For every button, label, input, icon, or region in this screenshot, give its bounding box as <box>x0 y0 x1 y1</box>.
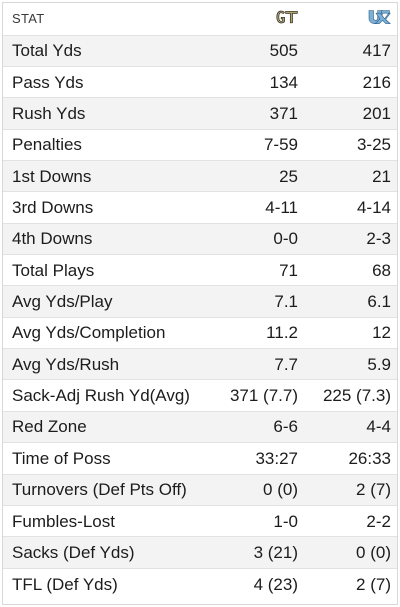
table-row: Sacks (Def Yds) 3 (21) 0 (0) <box>3 536 397 569</box>
team2-stat-value: 2 (7) <box>304 567 397 600</box>
team2-stat-value: 216 <box>304 65 397 98</box>
stat-label: Avg Yds/Completion <box>3 316 209 349</box>
team-stats-table: STAT <box>3 3 397 600</box>
table-row: Fumbles-Lost 1-0 2-2 <box>3 504 397 537</box>
stat-label: Red Zone <box>3 410 209 443</box>
stat-label: Total Plays <box>3 254 209 286</box>
stat-column-header: STAT <box>12 11 45 27</box>
team1-stat-value: 371 (7.7) <box>209 379 304 412</box>
team2-stat-value: 4-4 <box>304 410 397 443</box>
team1-stat-value: 7.1 <box>209 285 304 318</box>
team2-stat-value: 5.9 <box>304 348 397 380</box>
table-row: TFL (Def Yds) 4 (23) 2 (7) <box>3 567 397 600</box>
unc-logo-icon <box>367 9 391 28</box>
team1-stat-value: 371 <box>209 97 304 130</box>
table-row: Avg Yds/Play 7.1 6.1 <box>3 285 397 318</box>
team1-stat-value: 33:27 <box>209 442 304 475</box>
stat-label: Turnovers (Def Pts Off) <box>3 473 209 506</box>
table-row: Pass Yds 134 216 <box>3 65 397 98</box>
stat-label: Time of Poss <box>3 442 209 475</box>
team1-stat-value: 0 (0) <box>209 473 304 506</box>
table-row: Penalties 7-59 3-25 <box>3 128 397 161</box>
team1-stat-value: 4-11 <box>209 191 304 224</box>
team1-stat-value: 3 (21) <box>209 536 304 569</box>
team2-stat-value: 2-2 <box>304 504 397 537</box>
stat-label: Rush Yds <box>3 97 209 130</box>
team2-stat-value: 4-14 <box>304 191 397 224</box>
table-row: Rush Yds 371 201 <box>3 97 397 130</box>
team1-stat-value: 7-59 <box>209 128 304 161</box>
table-row: Avg Yds/Completion 11.2 12 <box>3 316 397 349</box>
team1-stat-value: 6-6 <box>209 410 304 443</box>
table-row: Red Zone 6-6 4-4 <box>3 410 397 443</box>
team1-stat-value: 505 <box>209 34 304 67</box>
stat-label: 1st Downs <box>3 159 209 192</box>
team1-stat-value: 4 (23) <box>209 567 304 600</box>
team2-column-header <box>304 3 397 35</box>
team2-stat-value: 68 <box>304 254 397 286</box>
stat-label: Fumbles-Lost <box>3 504 209 537</box>
team2-stat-value: 6.1 <box>304 285 397 318</box>
team1-stat-value: 71 <box>209 254 304 286</box>
team2-stat-value: 21 <box>304 159 397 192</box>
stat-label: Sacks (Def Yds) <box>3 536 209 569</box>
stat-label: TFL (Def Yds) <box>3 567 209 600</box>
table-row: Sack-Adj Rush Yd(Avg) 371 (7.7) 225 (7.3) <box>3 379 397 412</box>
stat-label: Total Yds <box>3 34 209 67</box>
table-row: 4th Downs 0-0 2-3 <box>3 222 397 255</box>
team2-stat-value: 417 <box>304 34 397 67</box>
stat-label: Avg Yds/Play <box>3 285 209 318</box>
team2-stat-value: 225 (7.3) <box>304 379 397 412</box>
table-row: Time of Poss 33:27 26:33 <box>3 442 397 475</box>
team1-stat-value: 11.2 <box>209 316 304 349</box>
team1-stat-value: 0-0 <box>209 222 304 255</box>
table-header-row: STAT <box>3 3 397 35</box>
team1-stat-value: 7.7 <box>209 348 304 380</box>
stat-label: Penalties <box>3 128 209 161</box>
team2-stat-value: 2-3 <box>304 222 397 255</box>
stat-label: 3rd Downs <box>3 191 209 224</box>
table-row: Total Plays 71 68 <box>3 254 397 286</box>
team1-column-header <box>209 3 304 35</box>
team2-stat-value: 12 <box>304 316 397 349</box>
stat-label: 4th Downs <box>3 222 209 255</box>
team2-stat-value: 26:33 <box>304 442 397 475</box>
team2-stat-value: 3-25 <box>304 128 397 161</box>
table-row: Total Yds 505 417 <box>3 34 397 67</box>
table-row: Turnovers (Def Pts Off) 0 (0) 2 (7) <box>3 473 397 506</box>
table-row: Avg Yds/Rush 7.7 5.9 <box>3 348 397 380</box>
team1-stat-value: 134 <box>209 65 304 98</box>
gt-logo-icon <box>276 10 298 27</box>
table-row: 1st Downs 25 21 <box>3 159 397 192</box>
team2-stat-value: 0 (0) <box>304 536 397 569</box>
team1-stat-value: 1-0 <box>209 504 304 537</box>
team2-stat-value: 2 (7) <box>304 473 397 506</box>
stat-label: Sack-Adj Rush Yd(Avg) <box>3 379 209 412</box>
stat-label: Avg Yds/Rush <box>3 348 209 380</box>
team1-stat-value: 25 <box>209 159 304 192</box>
stat-label: Pass Yds <box>3 65 209 98</box>
team2-stat-value: 201 <box>304 97 397 130</box>
table-row: 3rd Downs 4-11 4-14 <box>3 191 397 224</box>
